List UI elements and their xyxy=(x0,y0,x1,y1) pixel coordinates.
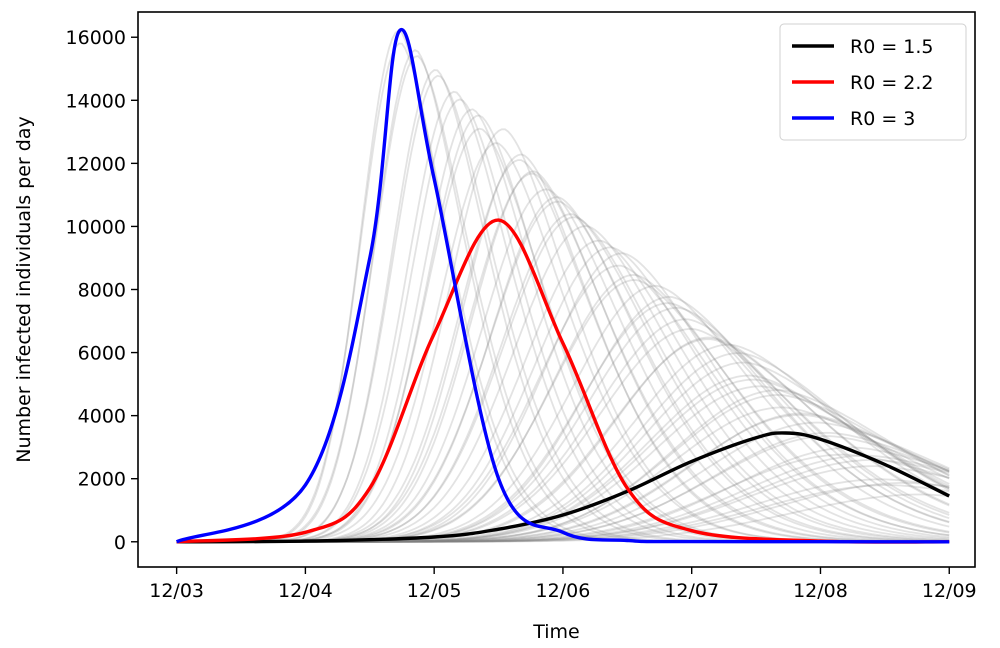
ensemble-line xyxy=(176,225,950,543)
y-tick-label: 6000 xyxy=(78,343,126,365)
ensemble-line xyxy=(176,74,950,543)
ensemble-line xyxy=(176,239,950,543)
x-tick-label: 12/06 xyxy=(536,580,591,602)
y-tick-label: 16000 xyxy=(66,27,126,49)
ensemble-line xyxy=(176,338,950,543)
y-tick-label: 10000 xyxy=(66,216,126,238)
legend-label: R0 = 2.2 xyxy=(850,72,934,94)
y-tick-label: 4000 xyxy=(78,406,126,428)
y-tick-label: 8000 xyxy=(78,280,126,302)
ensemble-line xyxy=(176,336,950,543)
x-axis: 12/03 12/04 12/05 12/06 12/07 12/08 12/09 xyxy=(149,567,977,602)
x-tick-label: 12/05 xyxy=(407,580,462,602)
y-tick-label: 14000 xyxy=(66,90,126,112)
x-tick-label: 12/08 xyxy=(793,580,848,602)
legend-box xyxy=(779,23,967,141)
y-axis: 0 2000 4000 6000 8000 10000 12000 14000 16000 xyxy=(66,27,138,554)
x-tick-label: 12/04 xyxy=(278,580,333,602)
ensemble-line xyxy=(176,216,950,543)
x-tick-label: 12/09 xyxy=(922,580,977,602)
x-tick-label: 12/03 xyxy=(149,580,204,602)
ensemble-line xyxy=(176,128,950,543)
series-line-2 xyxy=(175,27,950,544)
ensemble-line xyxy=(176,98,950,543)
ensemble-line xyxy=(176,127,950,543)
y-tick-label: 0 xyxy=(114,532,126,554)
series-lines xyxy=(175,27,950,544)
ensemble-line xyxy=(176,406,950,543)
series-line-0 xyxy=(176,431,950,544)
legend-label: R0 = 1.5 xyxy=(850,36,934,58)
x-tick-label: 12/07 xyxy=(664,580,719,602)
ensemble-line xyxy=(176,90,950,543)
y-tick-label: 2000 xyxy=(78,469,126,491)
legend: R0 = 1.5 R0 = 2.2 R0 = 3 xyxy=(779,23,967,141)
y-tick-label: 12000 xyxy=(66,153,126,175)
series-line-1 xyxy=(176,218,950,544)
y-axis-label: Number infected individuals per day xyxy=(13,116,35,462)
legend-label: R0 = 3 xyxy=(850,108,915,130)
x-axis-label: Time xyxy=(532,621,580,643)
